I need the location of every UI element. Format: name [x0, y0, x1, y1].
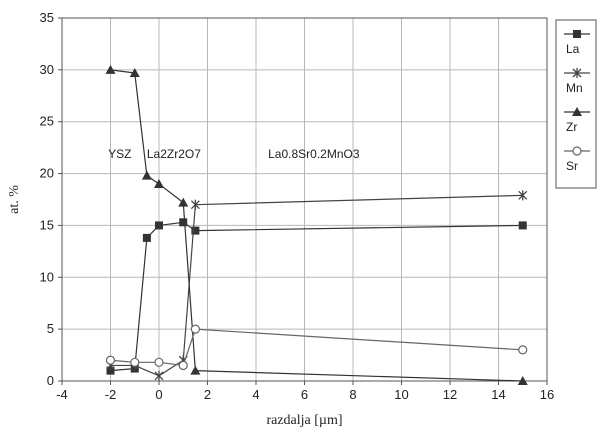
data-point-la: [179, 218, 188, 227]
y-tick-label: 35: [40, 10, 54, 25]
annotations: YSZ La2Zr2O7 La0.8Sr0.2MnO3: [108, 147, 360, 161]
series-line-la: [110, 221, 523, 372]
legend-item-la: La: [564, 30, 590, 56]
axis-ticks: -4 -2 0 2 4 6 8 10 12 14 16 0 5 10 15 20 25 30 35: [40, 10, 555, 402]
data-point-zr: [129, 67, 140, 77]
legend-item-sr: Sr: [564, 146, 590, 173]
x-tick-label: 10: [394, 387, 408, 402]
data-point-la: [106, 366, 115, 375]
legend-marker-zr: [572, 107, 582, 116]
y-tick-label: 10: [40, 269, 54, 284]
x-tick-label: 14: [491, 387, 505, 402]
annotation-label: La0.8Sr0.2MnO3: [268, 147, 360, 161]
y-tick-label: 5: [47, 321, 54, 336]
legend-label-mn: Mn: [566, 81, 583, 95]
series-la: [106, 218, 527, 375]
annotation-label: La2Zr2O7: [147, 147, 201, 161]
data-point-sr: [190, 324, 200, 334]
series-sr: [105, 324, 528, 371]
data-point-zr: [190, 365, 201, 375]
x-tick-label: -4: [56, 387, 68, 402]
data-point-sr: [178, 360, 188, 371]
data-point-zr: [141, 170, 152, 180]
x-tick-label: 0: [155, 387, 162, 402]
legend-label-la: La: [566, 42, 580, 56]
x-tick-label: 6: [301, 387, 308, 402]
data-point-sr: [130, 357, 140, 367]
y-axis-title: at. %: [7, 185, 22, 214]
series-line-sr: [110, 328, 523, 367]
data-point-la: [191, 226, 200, 235]
series: [105, 64, 528, 385]
data-point-la: [155, 221, 163, 230]
series-mn: [106, 190, 528, 381]
data-point-la: [518, 221, 527, 230]
data-point-mn: [154, 370, 164, 381]
data-point-zr: [154, 178, 164, 188]
annotation-label: YSZ: [108, 147, 131, 161]
y-tick-label: 20: [40, 166, 54, 181]
legend-marker-mn: [572, 68, 582, 78]
series-line-mn: [110, 194, 523, 377]
data-point-zr: [517, 376, 528, 385]
data-point-sr: [105, 355, 116, 365]
data-point-sr: [518, 345, 528, 355]
x-tick-label: -2: [105, 387, 117, 402]
data-point-la: [142, 233, 151, 242]
legend-marker-la: [573, 30, 581, 38]
data-point-mn: [518, 190, 528, 201]
data-point-sr: [154, 357, 164, 367]
legend-item-mn: Mn: [564, 68, 590, 95]
y-tick-label: 0: [47, 373, 54, 388]
x-tick-label: 16: [540, 387, 554, 402]
data-point-zr: [178, 197, 189, 207]
legend-label-sr: Sr: [566, 159, 578, 173]
legend: La Mn Zr Sr: [555, 19, 597, 189]
data-point-mn: [190, 199, 200, 210]
legend-marker-sr: [572, 146, 582, 156]
x-tick-label: 2: [204, 387, 211, 402]
legend-item-zr: Zr: [564, 107, 590, 134]
series-zr: [105, 64, 528, 385]
y-tick-label: 25: [40, 114, 54, 129]
legend-box: [555, 19, 597, 189]
x-tick-label: 4: [252, 387, 259, 402]
y-tick-label: 30: [40, 62, 54, 77]
legend-label-zr: Zr: [566, 120, 577, 134]
y-tick-label: 15: [40, 217, 54, 232]
data-point-zr: [105, 64, 116, 74]
x-tick-label: 8: [349, 387, 356, 402]
x-tick-label: 12: [443, 387, 457, 402]
x-axis-title: razdalja [µm]: [266, 413, 342, 428]
